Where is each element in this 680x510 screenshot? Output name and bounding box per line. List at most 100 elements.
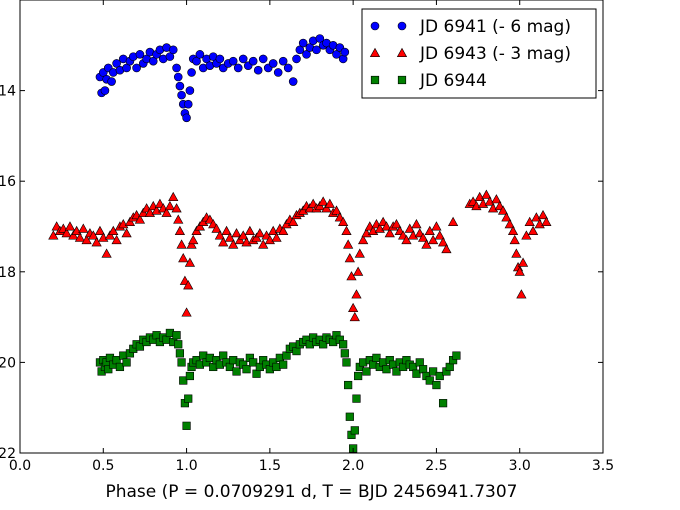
data-point bbox=[175, 349, 185, 358]
data-point bbox=[372, 353, 381, 362]
data-point bbox=[332, 50, 341, 59]
legend-marker bbox=[397, 21, 407, 31]
data-point bbox=[514, 266, 525, 276]
data-point bbox=[497, 205, 509, 215]
data-point bbox=[504, 219, 515, 229]
data-point bbox=[234, 234, 245, 245]
plot-marks bbox=[48, 34, 552, 453]
data-point bbox=[174, 340, 183, 349]
data-point bbox=[452, 351, 461, 360]
data-point bbox=[441, 243, 452, 254]
series-2 bbox=[48, 189, 552, 322]
data-point bbox=[179, 376, 188, 385]
data-point bbox=[435, 371, 444, 381]
legend-marker bbox=[370, 75, 380, 85]
data-point bbox=[343, 239, 354, 249]
data-point bbox=[185, 371, 195, 381]
data-point bbox=[481, 189, 492, 199]
data-point bbox=[108, 225, 119, 236]
y-axis: 14 16 18 20 22 bbox=[0, 84, 603, 462]
data-point bbox=[175, 81, 185, 91]
data-point bbox=[438, 399, 448, 408]
data-point bbox=[509, 234, 520, 245]
data-point bbox=[192, 56, 201, 66]
data-point bbox=[501, 212, 512, 222]
legend-marker bbox=[397, 75, 407, 85]
data-point bbox=[191, 225, 202, 236]
data-point bbox=[138, 207, 149, 217]
data-point bbox=[184, 257, 196, 267]
data-point bbox=[304, 203, 315, 213]
data-point bbox=[288, 77, 298, 86]
data-point bbox=[115, 362, 125, 372]
data-point bbox=[88, 230, 99, 240]
data-point bbox=[112, 59, 121, 68]
data-point bbox=[354, 248, 365, 258]
data-point bbox=[521, 230, 532, 240]
data-point bbox=[507, 225, 519, 236]
data-point bbox=[282, 351, 291, 360]
data-point bbox=[491, 194, 502, 204]
data-point bbox=[346, 271, 357, 281]
data-point bbox=[254, 228, 265, 238]
data-point bbox=[218, 237, 229, 247]
data-point bbox=[178, 252, 189, 263]
data-point bbox=[194, 221, 206, 231]
data-point bbox=[172, 63, 181, 73]
data-point bbox=[353, 266, 364, 276]
data-point bbox=[132, 63, 141, 73]
data-point bbox=[242, 365, 251, 374]
data-point bbox=[78, 223, 89, 233]
data-point bbox=[271, 232, 282, 242]
data-point bbox=[238, 54, 248, 64]
data-point bbox=[181, 307, 192, 317]
data-point bbox=[354, 371, 363, 381]
data-point bbox=[172, 331, 181, 340]
data-point bbox=[278, 225, 289, 236]
data-point bbox=[344, 380, 353, 390]
data-point bbox=[187, 68, 196, 77]
data-point bbox=[434, 230, 445, 240]
data-point bbox=[124, 216, 136, 226]
x-tick-label: 1.0 bbox=[175, 458, 197, 474]
data-point bbox=[177, 358, 186, 367]
data-point bbox=[61, 228, 72, 238]
data-point bbox=[177, 90, 186, 100]
data-point bbox=[382, 365, 391, 374]
data-point bbox=[186, 239, 197, 249]
data-point bbox=[298, 38, 308, 48]
data-point bbox=[176, 239, 187, 249]
x-tick-label: 1.5 bbox=[259, 458, 281, 474]
data-point bbox=[401, 234, 412, 245]
y-tick-label: 18 bbox=[0, 265, 16, 281]
data-point bbox=[100, 86, 110, 95]
data-point bbox=[415, 358, 424, 367]
data-point bbox=[232, 367, 241, 376]
data-point bbox=[345, 412, 354, 421]
data-point bbox=[171, 203, 182, 213]
data-point bbox=[104, 365, 113, 374]
data-point bbox=[340, 47, 350, 57]
data-point bbox=[182, 421, 191, 430]
data-point bbox=[224, 232, 235, 242]
data-point bbox=[258, 54, 268, 64]
data-point bbox=[148, 56, 158, 66]
data-point bbox=[251, 232, 262, 242]
x-tick-label: 3.0 bbox=[509, 458, 531, 474]
data-point bbox=[445, 362, 454, 372]
data-point bbox=[424, 225, 435, 236]
data-point bbox=[527, 225, 539, 236]
data-point bbox=[183, 99, 193, 109]
data-point bbox=[211, 223, 222, 233]
x-tick-label: 0.5 bbox=[92, 458, 114, 474]
data-point bbox=[312, 45, 321, 55]
data-point bbox=[104, 230, 116, 240]
data-point bbox=[244, 225, 255, 236]
data-point bbox=[338, 216, 349, 226]
data-point bbox=[252, 369, 261, 378]
data-point bbox=[541, 216, 552, 226]
legend-marker bbox=[396, 47, 408, 57]
data-point bbox=[392, 367, 401, 376]
x-tick-label: 0.0 bbox=[9, 458, 31, 474]
data-point bbox=[292, 54, 301, 64]
